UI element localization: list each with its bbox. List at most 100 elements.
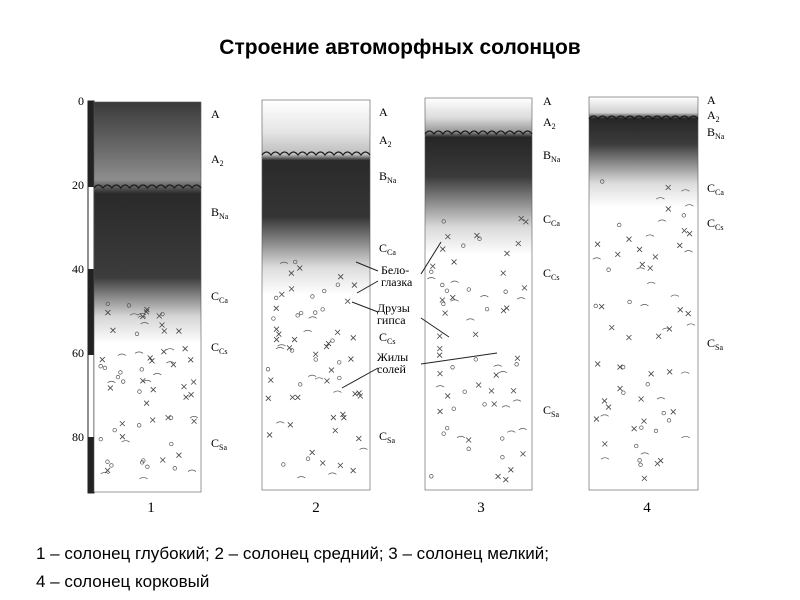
gypsum-cross-mark <box>605 404 612 410</box>
gypsum-cross-mark <box>334 329 341 336</box>
horizon-subscript: Sa <box>551 410 559 419</box>
horizon-label: A2 <box>211 152 224 168</box>
depth-scale-segment <box>88 437 94 493</box>
gypsum-cross-mark <box>156 313 163 319</box>
concretion-circle-mark <box>295 313 300 318</box>
salt-vein-mark <box>450 280 459 283</box>
salt-vein-mark <box>165 361 175 364</box>
gypsum-cross-mark <box>99 356 106 363</box>
gypsum-cross-mark <box>273 326 280 332</box>
salt-vein-mark <box>507 430 516 433</box>
concretion-circle-mark <box>666 418 672 423</box>
gypsum-cross-mark <box>508 467 514 473</box>
gypsum-cross-mark <box>183 394 189 400</box>
horizon-symbol: C <box>707 181 715 195</box>
salt-vein-mark <box>685 204 694 207</box>
salt-vein-mark <box>681 371 690 374</box>
gypsum-cross-mark <box>451 259 457 265</box>
salt-vein-mark <box>686 323 696 326</box>
salt-vein-mark <box>134 351 144 354</box>
horizon-boundary <box>261 151 371 156</box>
gypsum-cross-mark <box>474 232 480 239</box>
gypsum-cross-mark <box>686 230 693 237</box>
concretion-circle-mark <box>441 219 446 224</box>
concretion-circle-mark <box>126 303 132 308</box>
salt-vein-mark <box>276 421 285 424</box>
gypsum-cross-mark <box>602 441 608 447</box>
salt-vein-mark <box>140 322 149 325</box>
concretion-circle-mark <box>429 474 434 479</box>
concretion-circle-mark <box>105 459 110 464</box>
gypsum-cross-mark <box>161 348 167 355</box>
concretion-circle-mark <box>115 374 121 380</box>
depth-tick-label: 60 <box>72 346 84 360</box>
gypsum-cross-mark <box>149 417 156 423</box>
gypsum-cross-mark <box>510 387 517 394</box>
leader-line <box>420 317 450 338</box>
gypsum-cross-mark <box>472 331 479 338</box>
concretion-circle-mark <box>441 301 446 307</box>
concretion-circle-mark <box>134 331 140 336</box>
concretion-circle-mark <box>620 364 626 370</box>
annotation-line: Друзы <box>377 301 410 315</box>
gypsum-cross-mark <box>337 462 344 469</box>
salt-vein-mark <box>137 315 147 318</box>
salt-vein-mark <box>427 277 436 280</box>
leader-line <box>341 367 379 389</box>
salt-vein-mark <box>480 295 489 298</box>
gypsum-cross-mark <box>500 307 507 314</box>
gypsum-cross-mark <box>176 328 182 334</box>
gypsum-cross-mark <box>147 355 153 361</box>
horizon-subscript: Na <box>715 132 725 141</box>
gypsum-cross-mark <box>330 414 337 421</box>
gypsum-cross-mark <box>652 254 659 260</box>
gypsum-cross-mark <box>626 236 632 242</box>
gypsum-cross-mark <box>504 250 510 257</box>
horizon-label: BNa <box>543 148 561 164</box>
annotation-labels: Бело-глазка Друзы гипса Жилы солей <box>377 263 413 376</box>
gypsum-cross-mark <box>654 460 661 467</box>
concretion-circle-mark <box>112 427 117 433</box>
gypsum-cross-mark <box>601 398 608 404</box>
concretion-circle-mark <box>102 365 108 371</box>
gypsum-cross-mark <box>144 306 150 313</box>
horizon-subscript: Cs <box>715 223 723 232</box>
leader-line <box>420 241 442 275</box>
salt-vein-mark <box>592 257 601 260</box>
horizon-symbol: A <box>379 105 388 119</box>
horizon-label: CCa <box>379 241 396 257</box>
salt-vein-mark <box>456 435 466 439</box>
horizon-symbol: B <box>543 148 551 162</box>
concretion-circle-mark <box>118 370 123 375</box>
gypsum-cross-mark <box>639 261 646 268</box>
salt-vein-mark <box>656 397 666 400</box>
gypsum-cross-mark <box>288 270 295 276</box>
salt-vein-mark <box>645 234 655 237</box>
salt-vein-mark <box>466 318 475 321</box>
annotation-leaders <box>341 241 498 389</box>
concretion-circle-mark <box>466 287 471 292</box>
leader-line <box>355 261 379 272</box>
gypsum-cross-mark <box>617 364 623 370</box>
concretion-circle-mark <box>313 357 318 362</box>
gypsum-cross-mark <box>439 297 446 303</box>
concretion-circle-mark <box>265 367 271 372</box>
gypsum-cross-mark <box>677 307 684 313</box>
gypsum-cross-mark <box>159 322 165 328</box>
salt-vein-mark <box>129 313 139 316</box>
horizon-subscript: Sa <box>387 436 395 445</box>
gypsum-cross-mark <box>593 416 600 422</box>
concretion-circle-mark <box>337 375 342 381</box>
gypsum-cross-mark <box>523 218 529 225</box>
gypsum-cross-mark <box>647 265 654 271</box>
gypsum-cross-mark <box>286 345 293 351</box>
concretion-circle-mark <box>621 390 626 395</box>
horizon-subscript: Cs <box>387 337 395 346</box>
gypsum-cross-mark <box>159 457 166 463</box>
concretion-circle-mark <box>462 389 467 394</box>
horizon-subscript: Cs <box>219 347 227 356</box>
horizon-label: A <box>379 105 388 119</box>
concretion-circle-mark <box>484 306 490 312</box>
horizon-subscript: Cs <box>551 273 559 282</box>
gypsum-cross-mark <box>273 336 280 343</box>
